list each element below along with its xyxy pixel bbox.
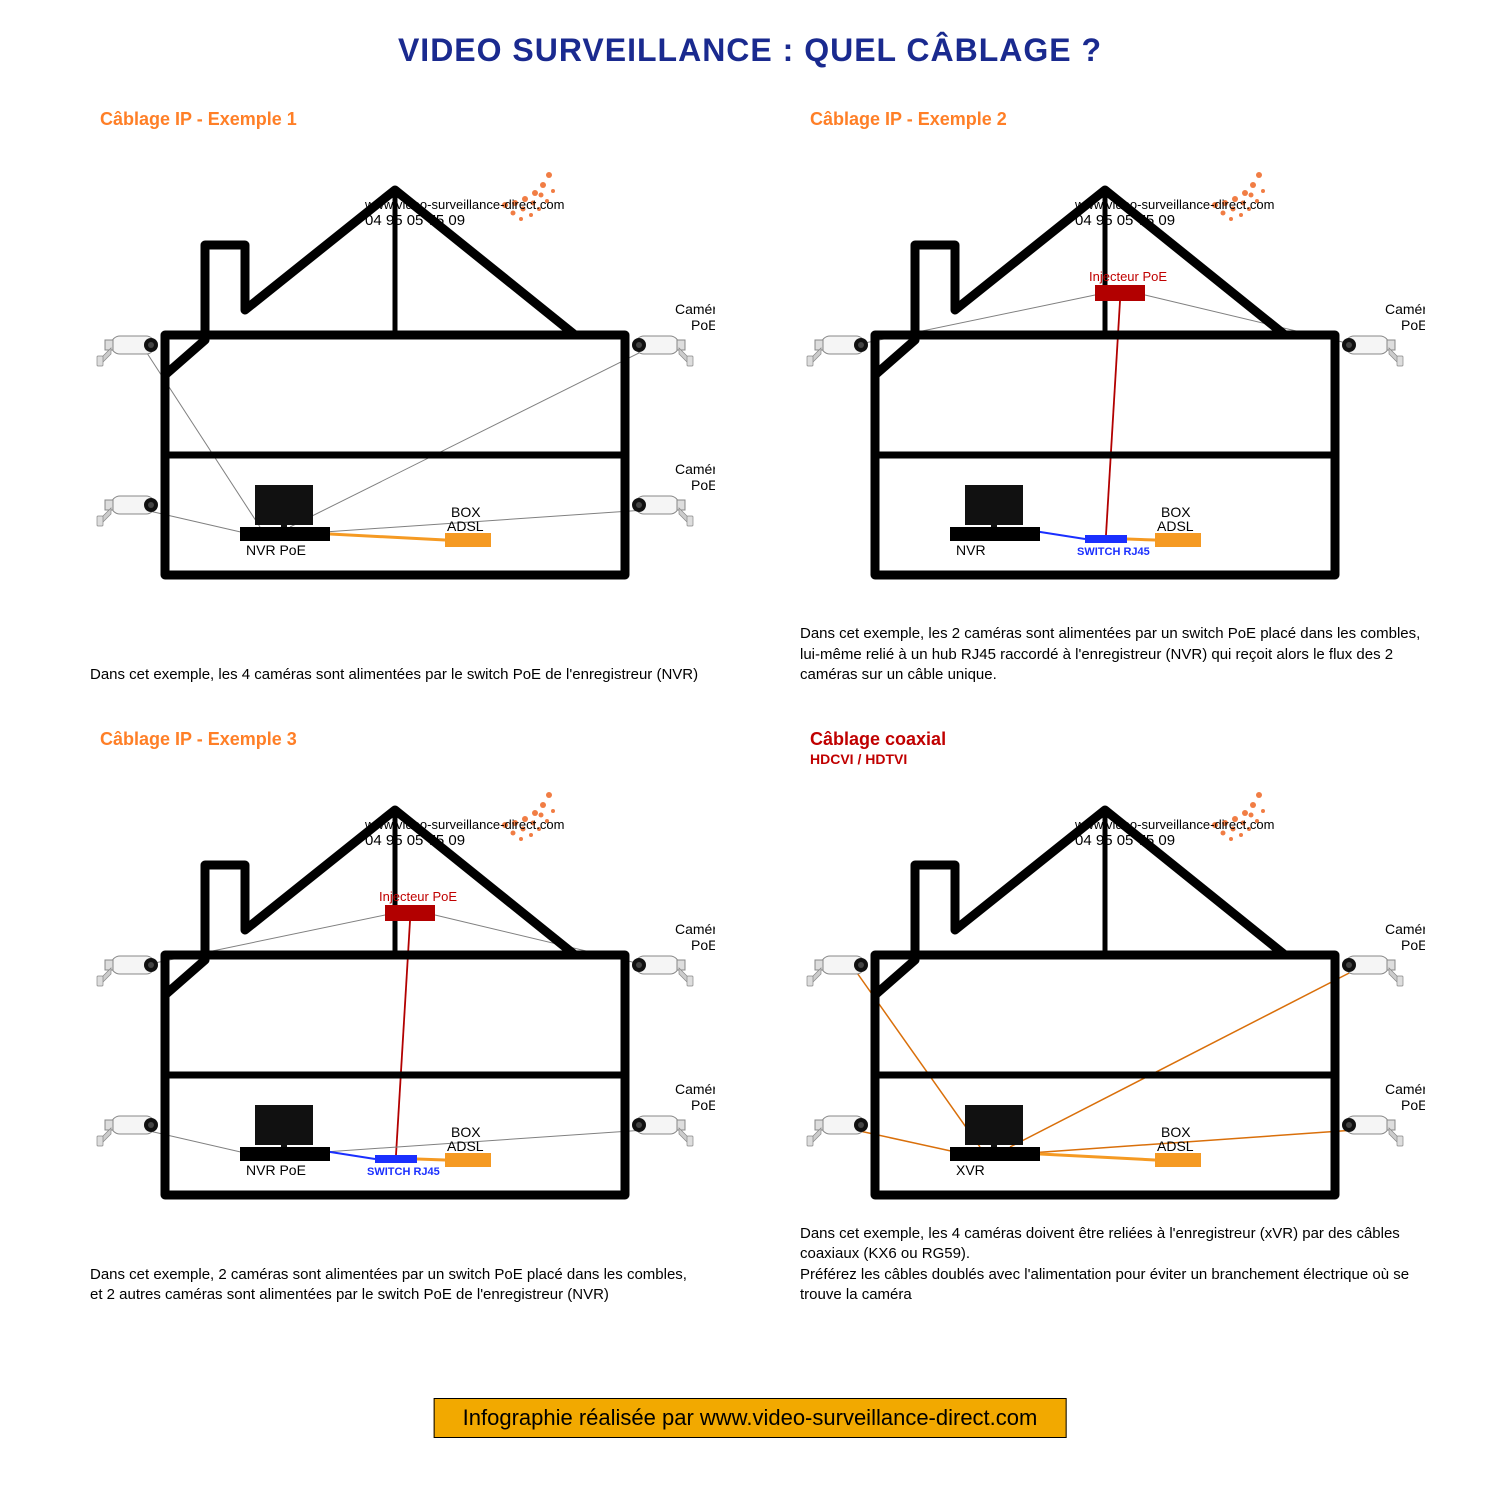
panel-title: Câblage IP - Exemple 2 [810,109,1007,130]
recorder-icon [950,527,1040,541]
camera-label: Caméra IP [1385,921,1425,937]
camera-icon [807,1116,868,1146]
cable-line [1034,531,1085,539]
box-adsl-icon [445,1153,491,1167]
diagram-panel-ex4: Câblage coaxialHDCVI / HDTVI XVR BOX ADS… [770,719,1440,1309]
adsl-label: ADSL [447,1138,484,1154]
cable-line [1040,1154,1155,1160]
camera-icon [97,496,158,526]
watermark: www.video-surveillance-direct.com04 95 0… [365,817,564,849]
camera-label: Caméra IP [675,461,715,477]
adsl-label: ADSL [1157,1138,1194,1154]
house-outline-icon [165,190,625,575]
camera-icon [807,336,868,366]
switch-label: SWITCH RJ45 [1077,546,1150,558]
camera-label: PoE [691,317,715,333]
switch-icon [375,1155,417,1163]
camera-label: Caméra IP [1385,1081,1425,1097]
panel-title: Câblage IP - Exemple 3 [100,729,297,750]
cable-line [1127,539,1155,540]
camera-label: PoE [1401,317,1425,333]
recorder-icon [240,1147,330,1161]
monitor-icon [965,1105,1023,1145]
cable-line [324,1151,375,1159]
box-adsl-icon [1155,533,1201,547]
camera-label: PoE [1401,937,1425,953]
camera-label: PoE [691,937,715,953]
camera-icon [632,1116,693,1146]
panel-title: Câblage IP - Exemple 1 [100,109,297,130]
box-adsl-icon [1155,1153,1201,1167]
recorder-label: XVR [956,1162,985,1178]
camera-icon [632,496,693,526]
cable-line [1010,970,1355,1147]
camera-icon [97,956,158,986]
house-outline-icon [875,190,1335,575]
house-outline-icon [875,810,1335,1195]
watermark: www.video-surveillance-direct.com04 95 0… [365,197,564,229]
diagram-panel-ex1: Câblage IP - Exemple 1 NVR PoE BOX ADSL … [60,99,730,689]
camera-icon [1342,336,1403,366]
house-outline-icon [165,810,625,1195]
injector-label: Injecteur PoE [379,889,457,904]
page-title: VIDEO SURVEILLANCE : QUEL CÂBLAGE ? [0,0,1500,89]
box-adsl-icon [445,533,491,547]
adsl-label: ADSL [447,518,484,534]
camera-icon [1342,1116,1403,1146]
monitor-icon [255,1105,313,1145]
adsl-label: ADSL [1157,518,1194,534]
panel-caption: Dans cet exemple, 2 caméras sont aliment… [90,1265,720,1306]
cable-line [330,534,445,540]
panel-caption: Dans cet exemple, les 4 caméras sont ali… [90,665,720,685]
diagram-grid: Câblage IP - Exemple 1 NVR PoE BOX ADSL … [0,89,1500,1319]
injector-icon [1095,285,1145,301]
switch-icon [1085,535,1127,543]
recorder-label: NVR PoE [246,1162,306,1178]
cable-line [145,510,245,533]
cable-line [145,1130,245,1153]
camera-label: Caméra IP [675,921,715,937]
camera-icon [807,956,868,986]
recorder-label: NVR PoE [246,542,306,558]
camera-icon [632,336,693,366]
camera-icon [632,956,693,986]
camera-label: Caméra IP [675,301,715,317]
camera-label: PoE [691,1097,715,1113]
monitor-icon [965,485,1023,525]
panel-caption: Dans cet exemple, les 4 caméras doivent … [800,1224,1430,1305]
injector-label: Injecteur PoE [1089,269,1167,284]
cable-line [417,1159,445,1160]
camera-icon [97,1116,158,1146]
recorder-icon [240,527,330,541]
footer-credit: Infographie réalisée par www.video-surve… [434,1398,1067,1438]
panel-caption: Dans cet exemple, les 2 caméras sont ali… [800,624,1430,685]
watermark: www.video-surveillance-direct.com04 95 0… [1075,817,1274,849]
diagram-panel-ex2: Câblage IP - Exemple 2 NVR BOX ADSL Inje… [770,99,1440,689]
panel-title: Câblage coaxial [810,729,946,750]
recorder-icon [950,1147,1040,1161]
camera-label: PoE [1401,1097,1425,1113]
recorder-label: NVR [956,542,986,558]
diagram-panel-ex3: Câblage IP - Exemple 3 NVR PoE BOX ADSL … [60,719,730,1309]
watermark: www.video-surveillance-direct.com04 95 0… [1075,197,1274,229]
camera-label: PoE [691,477,715,493]
camera-icon [1342,956,1403,986]
cable-line [290,350,645,527]
monitor-icon [255,485,313,525]
injector-icon [385,905,435,921]
camera-icon [97,336,158,366]
camera-label: Caméra IP [675,1081,715,1097]
switch-label: SWITCH RJ45 [367,1166,440,1178]
camera-label: Caméra IP [1385,301,1425,317]
